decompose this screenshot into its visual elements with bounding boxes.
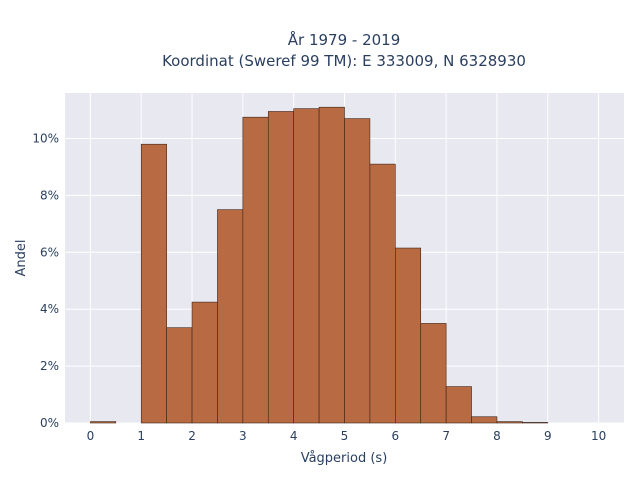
histogram-bar bbox=[522, 422, 549, 424]
x-tick-label: 1 bbox=[137, 429, 145, 443]
x-tick-label: 10 bbox=[591, 429, 606, 443]
y-tick-label: 8% bbox=[40, 188, 59, 202]
x-tick-labels: 0 1 2 3 4 5 6 7 8 9 10 bbox=[87, 429, 607, 443]
histogram-bar bbox=[395, 247, 422, 424]
y-tick-label: 6% bbox=[40, 245, 59, 259]
histogram-bar bbox=[471, 416, 498, 424]
histogram-bar bbox=[293, 108, 320, 424]
bars-group bbox=[90, 106, 549, 424]
histogram-bar bbox=[90, 421, 117, 424]
y-axis-label: Andel bbox=[14, 240, 29, 277]
histogram-bar bbox=[420, 323, 447, 424]
y-tick-label: 2% bbox=[40, 359, 59, 373]
x-tick-label: 9 bbox=[544, 429, 552, 443]
histogram-bar bbox=[166, 327, 193, 424]
x-tick-label: 7 bbox=[442, 429, 450, 443]
histogram-bar bbox=[496, 421, 523, 424]
histogram-bar bbox=[369, 163, 396, 424]
chart-title-line1: År 1979 - 2019 bbox=[288, 30, 401, 49]
y-tick-label: 4% bbox=[40, 302, 59, 316]
histogram-bar bbox=[217, 209, 244, 424]
histogram-bar bbox=[267, 111, 294, 424]
histogram-bar bbox=[344, 118, 371, 424]
histogram-bar bbox=[318, 106, 345, 424]
x-tick-label: 2 bbox=[188, 429, 196, 443]
y-tick-label: 10% bbox=[32, 132, 59, 146]
x-tick-label: 5 bbox=[341, 429, 349, 443]
histogram-bar bbox=[445, 386, 472, 424]
x-tick-label: 3 bbox=[239, 429, 247, 443]
x-axis-label: Vågperiod (s) bbox=[301, 451, 388, 466]
x-tick-label: 6 bbox=[391, 429, 399, 443]
chart-title-line2: Koordinat (Sweref 99 TM): E 333009, N 63… bbox=[162, 52, 526, 70]
x-tick-label: 8 bbox=[493, 429, 501, 443]
histogram-bar bbox=[242, 116, 269, 424]
histogram-bar bbox=[140, 143, 167, 424]
x-tick-label: 4 bbox=[290, 429, 298, 443]
histogram-bar bbox=[191, 301, 218, 424]
x-tick-label: 0 bbox=[87, 429, 95, 443]
y-tick-labels: 0% 2% 4% 6% 8% 10% bbox=[32, 132, 59, 430]
y-tick-label: 0% bbox=[40, 416, 59, 430]
